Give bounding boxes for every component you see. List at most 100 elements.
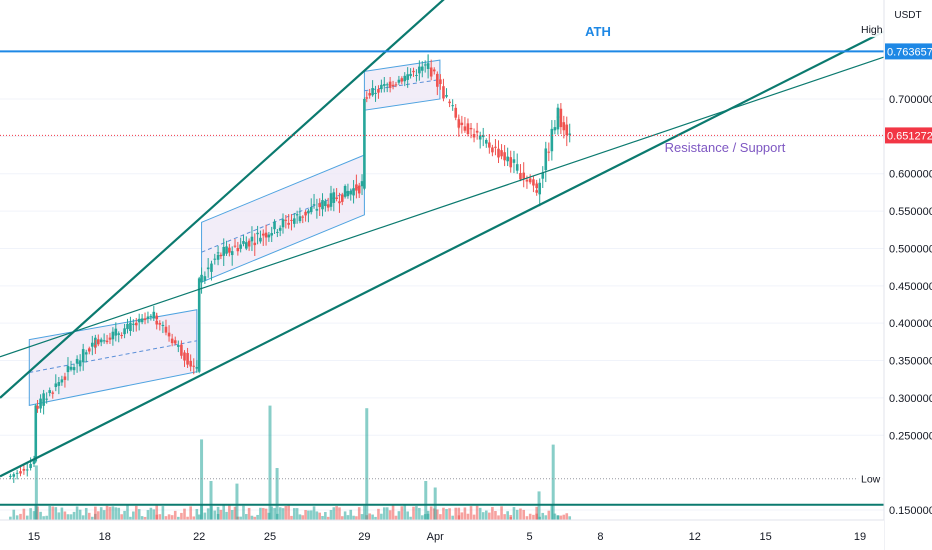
candle-body[interactable]: [91, 342, 94, 347]
candle-body[interactable]: [25, 469, 29, 471]
candle-body[interactable]: [114, 328, 118, 336]
candle-body[interactable]: [500, 150, 503, 157]
candle-body[interactable]: [365, 97, 369, 99]
candle-body[interactable]: [233, 245, 237, 247]
candle-body[interactable]: [532, 179, 535, 186]
candle-body[interactable]: [60, 379, 64, 383]
candle-body[interactable]: [51, 392, 55, 394]
candle-body[interactable]: [423, 64, 427, 66]
candle-body[interactable]: [63, 376, 67, 380]
candle-body[interactable]: [403, 75, 407, 82]
candle-body[interactable]: [488, 142, 491, 148]
candle-body[interactable]: [332, 192, 336, 203]
candle-body[interactable]: [301, 216, 305, 218]
candle-body[interactable]: [155, 320, 159, 325]
candle-body[interactable]: [270, 233, 274, 236]
candle-body[interactable]: [466, 123, 470, 135]
candle-body[interactable]: [304, 211, 307, 216]
candle-body[interactable]: [469, 127, 473, 130]
candle-body[interactable]: [497, 148, 500, 158]
candle-body[interactable]: [374, 92, 377, 94]
candle-body[interactable]: [236, 247, 240, 252]
candle-body[interactable]: [442, 86, 445, 99]
candle-body[interactable]: [448, 101, 451, 104]
candle-body[interactable]: [541, 172, 545, 179]
candle-body[interactable]: [259, 237, 262, 242]
candle-body[interactable]: [400, 78, 404, 82]
candle-body[interactable]: [206, 267, 210, 270]
candle-body[interactable]: [250, 236, 254, 242]
candle-body[interactable]: [45, 398, 48, 400]
candle-body[interactable]: [225, 246, 228, 254]
candle-body[interactable]: [321, 200, 324, 210]
candle-body[interactable]: [538, 182, 542, 195]
trendline-resistance-support[interactable]: [0, 56, 884, 358]
candle-body[interactable]: [177, 345, 180, 347]
candle-body[interactable]: [117, 333, 121, 335]
candle-body[interactable]: [368, 93, 371, 96]
candle-body[interactable]: [15, 472, 19, 474]
candle-body[interactable]: [481, 134, 485, 138]
candle-body[interactable]: [340, 194, 344, 202]
candle-body[interactable]: [429, 67, 433, 77]
candle-body[interactable]: [197, 278, 201, 372]
candle-body[interactable]: [161, 324, 165, 326]
candle-body[interactable]: [397, 79, 401, 83]
candle-body[interactable]: [522, 172, 525, 179]
candle-body[interactable]: [267, 234, 271, 238]
candle-body[interactable]: [484, 139, 488, 144]
candle-body[interactable]: [192, 365, 196, 367]
candle-body[interactable]: [149, 315, 153, 317]
candle-body[interactable]: [132, 323, 135, 325]
candle-body[interactable]: [454, 107, 458, 118]
candle-body[interactable]: [426, 63, 430, 69]
candle-body[interactable]: [315, 208, 319, 211]
candle-body[interactable]: [140, 318, 144, 323]
candle-body[interactable]: [343, 185, 347, 197]
candle-body[interactable]: [143, 318, 147, 321]
candle-body[interactable]: [371, 87, 374, 96]
candle-body[interactable]: [278, 227, 282, 231]
candle-body[interactable]: [94, 344, 97, 347]
candle-body[interactable]: [242, 241, 245, 244]
candle-body[interactable]: [525, 179, 529, 182]
candle-body[interactable]: [273, 221, 276, 230]
candle-body[interactable]: [102, 340, 106, 342]
candle-body[interactable]: [81, 349, 85, 363]
candle-body[interactable]: [544, 148, 548, 171]
candle-body[interactable]: [120, 335, 123, 337]
candle-body[interactable]: [129, 322, 132, 332]
candle-body[interactable]: [556, 116, 560, 118]
candle-body[interactable]: [565, 124, 569, 136]
candle-body[interactable]: [247, 240, 251, 247]
candle-body[interactable]: [19, 471, 22, 474]
candle-body[interactable]: [512, 159, 516, 163]
candle-body[interactable]: [84, 352, 88, 355]
candle-body[interactable]: [324, 201, 327, 207]
candle-body[interactable]: [167, 332, 171, 337]
candle-body[interactable]: [506, 156, 509, 162]
candle-body[interactable]: [111, 331, 115, 340]
candle-body[interactable]: [412, 70, 415, 73]
candle-body[interactable]: [36, 405, 39, 409]
candle-body[interactable]: [326, 204, 330, 208]
candle-body[interactable]: [54, 383, 58, 388]
candle-body[interactable]: [535, 190, 538, 193]
candle-body[interactable]: [189, 360, 192, 367]
candle-body[interactable]: [415, 74, 418, 76]
candle-body[interactable]: [346, 190, 350, 197]
candle-body[interactable]: [158, 322, 162, 325]
candle-body[interactable]: [445, 95, 448, 97]
candle-body[interactable]: [494, 146, 497, 148]
candle-body[interactable]: [216, 252, 220, 254]
candle-body[interactable]: [298, 216, 302, 222]
candle-body[interactable]: [318, 203, 321, 208]
candle-body[interactable]: [406, 74, 409, 80]
candle-body[interactable]: [261, 233, 265, 236]
candle-body[interactable]: [34, 405, 38, 462]
candle-body[interactable]: [253, 242, 257, 246]
candle-body[interactable]: [307, 210, 310, 214]
candle-body[interactable]: [164, 326, 168, 333]
candle-body[interactable]: [363, 99, 366, 189]
candle-body[interactable]: [287, 222, 290, 225]
